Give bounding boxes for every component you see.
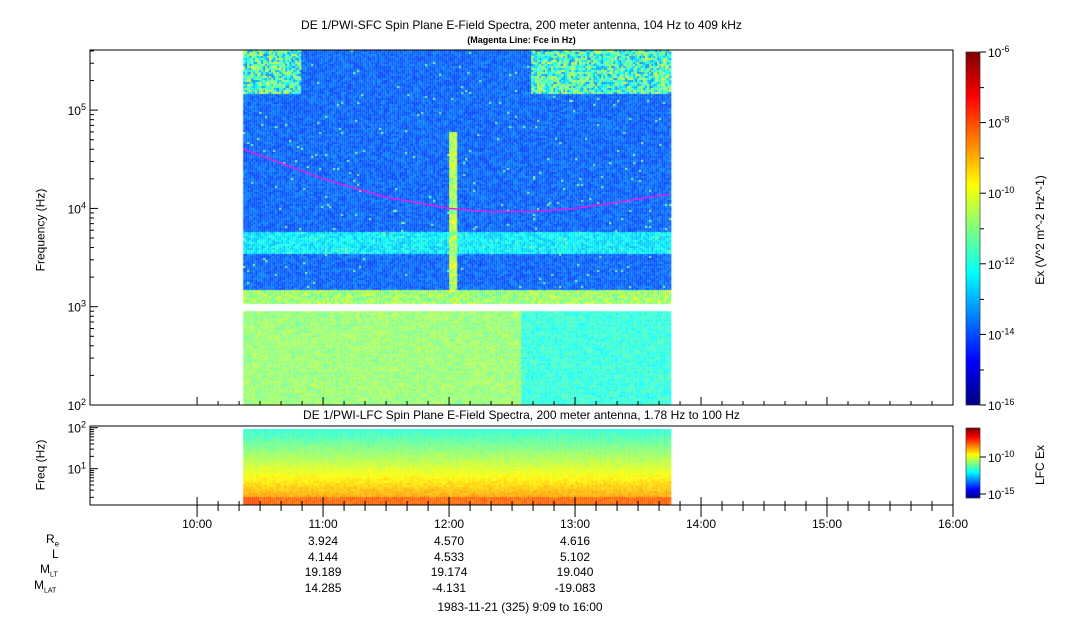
ephem-l-value: 4.144 (308, 549, 339, 564)
ephem-mlt-value: 19.189 (304, 565, 342, 579)
top-colorbar-tick-label: 10-8 (988, 115, 1009, 131)
mlat-label: M (34, 578, 44, 592)
bottom-plot-frame (89, 425, 954, 506)
ephem-re-value: 3.924 (308, 534, 339, 548)
top-colorbar-tick-label: 10-14 (988, 326, 1014, 342)
ephem-mlat-value: 14.285 (304, 580, 342, 595)
mlt-label: M (40, 562, 50, 576)
ephem-l-value: 5.102 (560, 549, 591, 564)
ephem-re-value: 4.616 (560, 534, 591, 548)
x-tick-label: 16:00 (938, 517, 968, 531)
fce-line (243, 148, 670, 213)
top-y-tick-label: 105 (68, 102, 86, 118)
re-label: R (46, 532, 55, 546)
mlat-sub: LAT (44, 587, 57, 595)
ephem-re-value: 4.570 (434, 534, 465, 548)
x-tick-label: 11:00 (309, 517, 338, 531)
bottom-colorbar (965, 427, 981, 499)
ephem-l-value: 4.533 (434, 549, 465, 564)
x-tick-label: 13:00 (560, 517, 590, 531)
top-colorbar-label: Ex (V^2 m^-2 Hz^-1) (1033, 175, 1048, 285)
mlt-sub: LT (50, 571, 58, 579)
ephem-mlat-value: -4.131 (432, 580, 467, 595)
top-y-tick-label: 104 (68, 200, 86, 216)
x-tick-label: 14:00 (686, 517, 716, 531)
bottom-colorbar-label: LFC Ex (1032, 444, 1047, 486)
top-y-tick-label: 102 (68, 397, 86, 413)
bottom-y-tick-label: 102 (68, 420, 86, 436)
top-chart-subtitle: (Magenta Line: Fce in Hz) (467, 35, 576, 45)
bottom-y-tick-label: 101 (68, 461, 86, 477)
top-colorbar-tick-label: 10-10 (988, 185, 1014, 201)
ephem-label-mlt: MLT (40, 562, 58, 578)
top-y-axis-label: Frequency (Hz) (33, 188, 47, 272)
top-chart-title: DE 1/PWI-SFC Spin Plane E-Field Spectra,… (301, 18, 742, 32)
top-colorbar-tick-label: 10-6 (988, 44, 1009, 60)
re-sub: e (54, 539, 60, 549)
x-tick-label: 12:00 (434, 517, 464, 531)
ephem-mlat-value: -19.083 (554, 580, 596, 595)
ephem-mlt-value: 19.040 (556, 565, 594, 579)
ephem-mlt-value: 19.174 (430, 565, 468, 579)
ephem-label-re: Re (46, 532, 59, 548)
x-tick-label: 10:00 (182, 517, 212, 531)
footer-time-range: 1983-11-21 (325) 9:09 to 16:00 (437, 600, 603, 614)
top-colorbar-tick-label: 10-16 (988, 397, 1014, 413)
bottom-y-axis-label: Freq (Hz) (32, 439, 47, 491)
top-y-tick-label: 103 (68, 299, 86, 315)
bottom-chart-title: DE 1/PWI-LFC Spin Plane E-Field Spectra,… (303, 408, 740, 422)
ephem-label-mlat: MLAT (34, 578, 56, 594)
top-plot-frame (89, 49, 954, 406)
top-colorbar (965, 51, 981, 406)
x-tick-label: 15:00 (812, 517, 842, 531)
bottom-colorbar-tick-label: 10-10 (988, 449, 1014, 465)
ephem-label-l: L (52, 547, 59, 561)
top-colorbar-tick-label: 10-12 (988, 256, 1014, 272)
bottom-colorbar-tick-label: 10-15 (988, 486, 1014, 502)
